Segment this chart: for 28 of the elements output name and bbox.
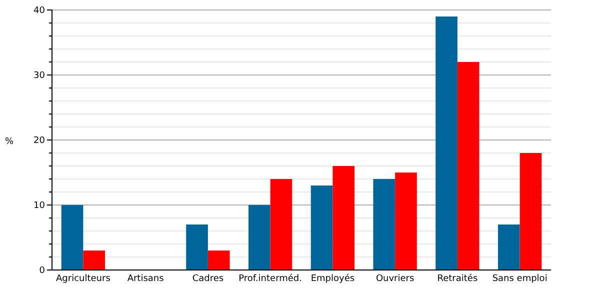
bar <box>310 186 333 270</box>
bar <box>395 172 417 270</box>
y-axis-title: % <box>5 137 14 147</box>
y-tick-label: 0 <box>39 266 46 276</box>
bar <box>61 205 84 270</box>
x-tick-label: Agriculteurs <box>56 274 111 284</box>
bar <box>208 250 230 270</box>
bar <box>436 16 458 270</box>
x-tick-label: Ouvriers <box>376 274 414 284</box>
bar <box>520 153 542 270</box>
y-tick-label: 20 <box>34 136 46 146</box>
bar <box>373 179 396 270</box>
y-tick-label: 30 <box>34 70 46 81</box>
x-tick-label: Cadres <box>192 274 224 284</box>
bar <box>332 166 355 270</box>
bar <box>498 224 520 270</box>
x-tick-label: Retraités <box>437 273 478 284</box>
x-tick-label: Sans emploi <box>492 274 548 284</box>
x-tick-label: Artisans <box>127 274 164 284</box>
bar <box>457 62 480 270</box>
y-tick-label: 40 <box>34 6 46 16</box>
x-tick-label: Prof.interméd. <box>238 273 302 284</box>
bar <box>186 224 208 270</box>
y-tick-label: 10 <box>34 200 46 211</box>
bar <box>83 250 106 270</box>
bar <box>248 205 270 270</box>
x-tick-label: Employés <box>310 273 355 284</box>
bar <box>270 179 292 270</box>
